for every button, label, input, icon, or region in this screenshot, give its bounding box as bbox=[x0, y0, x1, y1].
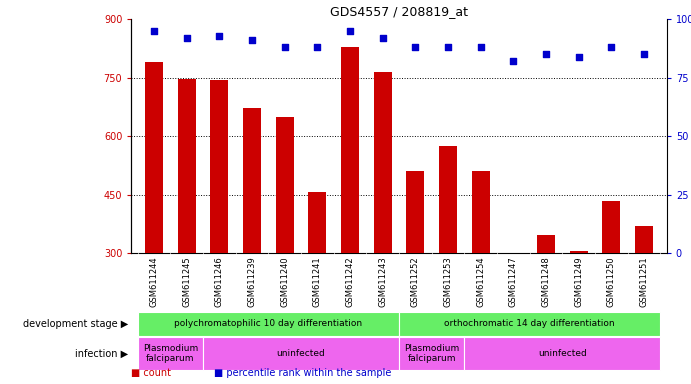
Text: GSM611252: GSM611252 bbox=[411, 257, 420, 307]
Text: GSM611247: GSM611247 bbox=[509, 257, 518, 307]
Bar bbox=[399, 311, 661, 336]
Point bbox=[475, 44, 486, 50]
Title: GDS4557 / 208819_at: GDS4557 / 208819_at bbox=[330, 5, 468, 18]
Text: GSM611242: GSM611242 bbox=[346, 257, 354, 307]
Point bbox=[508, 58, 519, 65]
Text: ■ count: ■ count bbox=[131, 368, 171, 378]
Text: GSM611254: GSM611254 bbox=[476, 257, 485, 307]
Point bbox=[214, 33, 225, 39]
Text: GSM611246: GSM611246 bbox=[215, 257, 224, 307]
Text: GSM611248: GSM611248 bbox=[542, 257, 551, 307]
Point bbox=[573, 54, 584, 60]
Point bbox=[377, 35, 388, 41]
Bar bbox=[138, 337, 203, 370]
Text: Plasmodium
falciparum: Plasmodium falciparum bbox=[143, 344, 198, 363]
Text: infection ▶: infection ▶ bbox=[75, 348, 128, 358]
Text: uninfected: uninfected bbox=[538, 349, 587, 358]
Text: ■ percentile rank within the sample: ■ percentile rank within the sample bbox=[214, 368, 392, 378]
Text: Plasmodium
falciparum: Plasmodium falciparum bbox=[404, 344, 460, 363]
Text: GSM611245: GSM611245 bbox=[182, 257, 191, 307]
Point bbox=[181, 35, 192, 41]
Bar bbox=[276, 117, 294, 253]
Text: development stage ▶: development stage ▶ bbox=[23, 318, 128, 329]
Bar bbox=[138, 311, 399, 336]
Bar bbox=[243, 108, 261, 253]
Bar bbox=[341, 46, 359, 253]
Bar bbox=[569, 251, 587, 253]
Bar bbox=[635, 226, 653, 253]
Point bbox=[410, 44, 421, 50]
Point bbox=[606, 44, 617, 50]
Text: GSM611239: GSM611239 bbox=[247, 257, 256, 307]
Bar bbox=[145, 62, 163, 253]
Bar bbox=[472, 172, 490, 253]
Bar bbox=[439, 146, 457, 253]
Point bbox=[312, 44, 323, 50]
Point bbox=[638, 51, 650, 58]
Bar bbox=[203, 337, 399, 370]
Bar bbox=[537, 235, 555, 253]
Text: GSM611251: GSM611251 bbox=[639, 257, 648, 307]
Point bbox=[442, 44, 453, 50]
Point bbox=[345, 28, 356, 34]
Text: GSM611253: GSM611253 bbox=[444, 257, 453, 307]
Text: GSM611244: GSM611244 bbox=[150, 257, 159, 307]
Point bbox=[279, 44, 290, 50]
Bar bbox=[399, 337, 464, 370]
Bar bbox=[374, 72, 392, 253]
Point bbox=[247, 37, 258, 43]
Text: GSM611243: GSM611243 bbox=[378, 257, 387, 307]
Bar bbox=[603, 201, 621, 253]
Text: uninfected: uninfected bbox=[276, 349, 325, 358]
Point bbox=[540, 51, 551, 58]
Bar bbox=[308, 192, 326, 253]
Bar bbox=[406, 172, 424, 253]
Text: orthochromatic 14 day differentiation: orthochromatic 14 day differentiation bbox=[444, 319, 615, 328]
Text: GSM611241: GSM611241 bbox=[313, 257, 322, 307]
Text: GSM611249: GSM611249 bbox=[574, 257, 583, 307]
Bar bbox=[211, 80, 229, 253]
Text: GSM611250: GSM611250 bbox=[607, 257, 616, 307]
Bar bbox=[178, 79, 196, 253]
Bar bbox=[464, 337, 661, 370]
Text: polychromatophilic 10 day differentiation: polychromatophilic 10 day differentiatio… bbox=[174, 319, 363, 328]
Text: GSM611240: GSM611240 bbox=[281, 257, 290, 307]
Point bbox=[149, 28, 160, 34]
